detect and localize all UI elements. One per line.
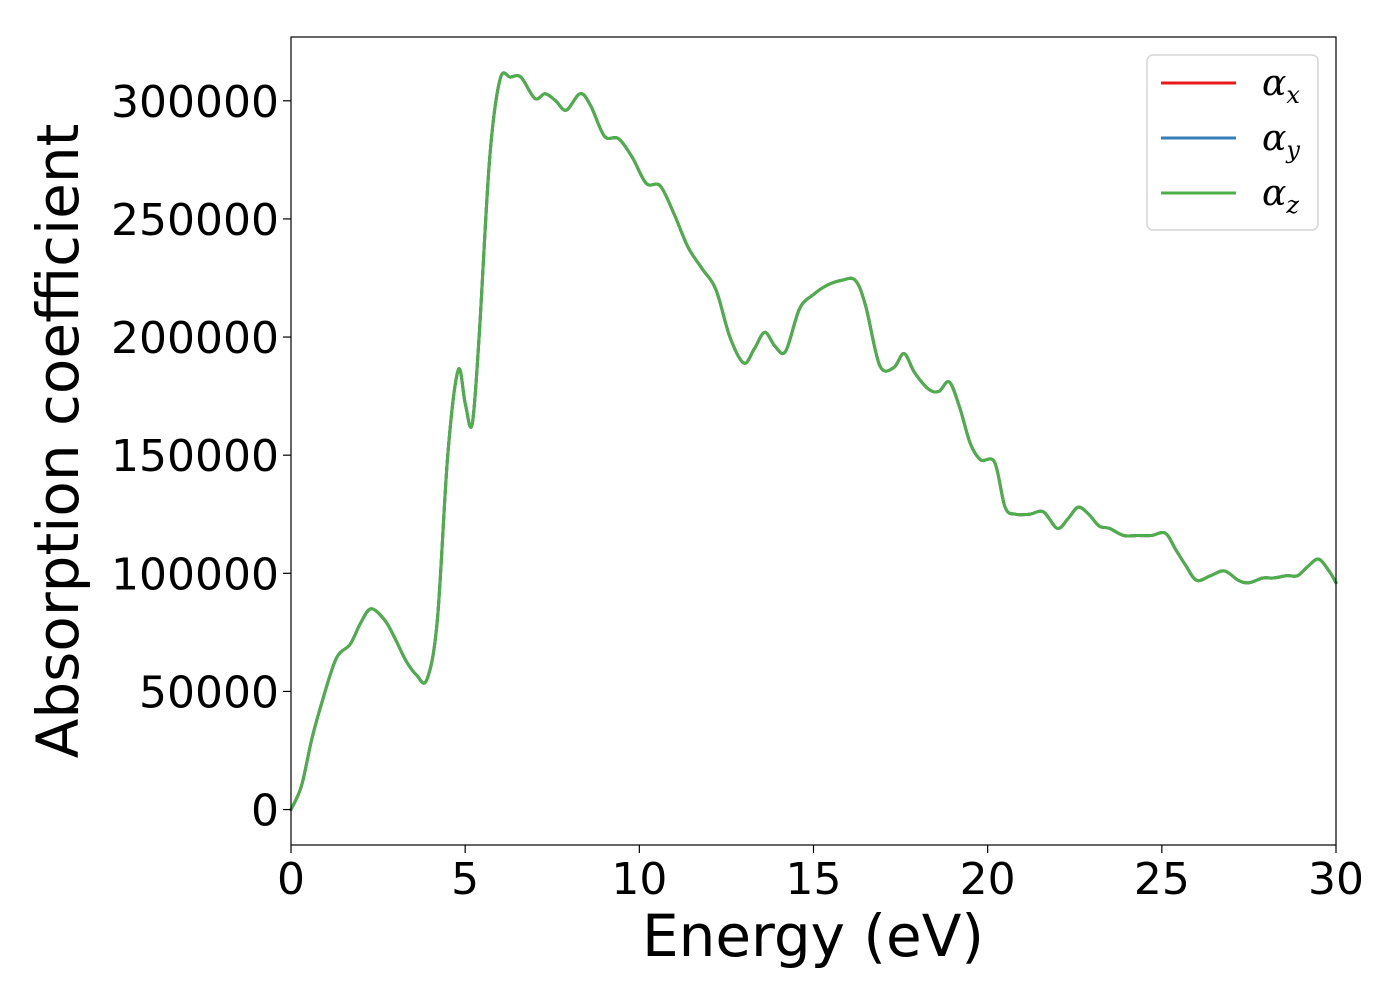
legend-subscript: y [1285,136,1300,164]
y-tick-label: 0 [251,786,279,837]
x-tick-label: 25 [1134,854,1190,905]
x-tick-label: 30 [1308,854,1364,905]
legend-symbol: α [1262,173,1286,214]
y-tick-label: 300000 [111,77,279,128]
y-axis-label: Absorption coefficient [24,124,92,759]
legend-entry: αz [1262,173,1299,219]
x-axis-ticks: 0 5 10 15 20 25 30 [277,845,1364,905]
x-tick-label: 10 [611,854,667,905]
y-tick-label: 100000 [111,549,279,600]
legend-entry: αx [1262,63,1300,109]
series-line-2 [289,71,1338,812]
legend-entry: αy [1262,118,1300,164]
y-axis-ticks: 0 50000 100000 150000 200000 250000 300000 [111,77,291,837]
y-tick-label: 250000 [111,195,279,246]
x-tick-label: 0 [277,854,305,905]
y-tick-label: 150000 [111,431,279,482]
legend-symbol: α [1262,118,1286,159]
legend-subscript: z [1285,191,1299,219]
x-tick-label: 5 [451,854,479,905]
x-axis-label: Energy (eV) [642,902,984,970]
x-tick-label: 20 [960,854,1016,905]
series-lines [289,71,1338,812]
y-tick-label: 200000 [111,313,279,364]
legend-symbol: α [1262,63,1286,104]
y-tick-label: 50000 [139,667,279,718]
x-tick-label: 15 [786,854,842,905]
legend-subscript: x [1286,81,1300,109]
legend-box [1146,54,1319,231]
